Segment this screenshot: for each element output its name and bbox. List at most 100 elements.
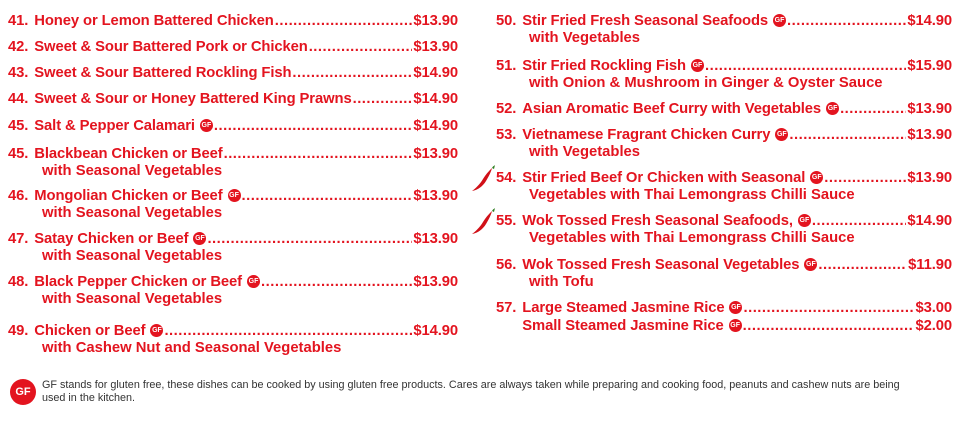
menu-item: 54. Stir Fried Beef Or Chicken with Seaso… xyxy=(472,165,952,204)
dot-leader xyxy=(292,64,412,82)
dot-leader xyxy=(242,187,413,205)
menu-item-description: with Vegetables xyxy=(529,30,641,46)
gf-badge-icon: GF xyxy=(797,214,811,227)
menu-item: 46. Mongolian Chicken or Beef GF $13.90 with… xyxy=(8,187,458,222)
menu-item-line: 55. Wok Tossed Fresh Seasonal Seafoods, GF… xyxy=(496,212,952,230)
menu-item-line: 53. Vietnamese Fragrant Chicken Curry GF $1… xyxy=(496,126,952,144)
menu-item-price: $13.90 xyxy=(413,231,458,247)
menu-item: 43. Sweet & Sour Battered Rockling Fish $1… xyxy=(8,64,458,82)
menu-item-price: $11.90 xyxy=(908,257,952,273)
menu-item-number: 44. xyxy=(8,91,29,107)
menu-item-number: 47. xyxy=(8,231,29,247)
menu-item-price: $13.90 xyxy=(907,127,952,143)
menu-item-line: 41. Honey or Lemon Battered Chicken $13.90 xyxy=(8,12,458,30)
dot-leader xyxy=(824,169,906,187)
gf-badge-icon: GF xyxy=(804,258,818,271)
menu-item-number: 45. xyxy=(8,118,29,134)
menu-item: 50. Stir Fried Fresh Seasonal Seafoods GF $… xyxy=(496,12,952,47)
dot-leader xyxy=(705,57,906,75)
menu-item-name: Sweet & Sour Battered Rockling Fish xyxy=(34,65,292,81)
dot-leader xyxy=(261,273,412,291)
menu-item-number: 42. xyxy=(8,39,29,55)
menu-item: 45. Salt & Pepper Calamari GF $14.90 xyxy=(8,117,458,135)
dot-leader xyxy=(275,12,413,30)
menu-item-number: 45. xyxy=(8,146,29,162)
menu-item-line: 43. Sweet & Sour Battered Rockling Fish $1… xyxy=(8,64,458,82)
chili-pepper-icon xyxy=(472,165,495,191)
menu-item-line: 45. Salt & Pepper Calamari GF $14.90 xyxy=(8,117,458,135)
menu-item: 52. Asian Aromatic Beef Curry with Vegeta… xyxy=(496,100,952,118)
menu-item-name: Wok Tossed Fresh Seasonal Vegetables xyxy=(522,257,800,273)
dot-leader xyxy=(818,256,907,274)
menu-item-price: $14.90 xyxy=(413,323,458,339)
menu-item-number: 53. xyxy=(496,127,517,143)
menu-item-price: $3.00 xyxy=(915,300,952,316)
menu-item-price: $13.90 xyxy=(907,101,952,117)
menu-item: 41. Honey or Lemon Battered Chicken $13.90 xyxy=(8,12,458,30)
menu-item-line: 46. Mongolian Chicken or Beef GF $13.90 xyxy=(8,187,458,205)
gf-badge-icon: GF xyxy=(810,171,824,184)
menu-item-name: Stir Fried Rockling Fish xyxy=(522,58,686,74)
menu-item-price: $13.90 xyxy=(413,39,458,55)
menu-item-line: 54. Stir Fried Beef Or Chicken with Seaso… xyxy=(496,169,952,187)
menu-item: 45. Blackbean Chicken or Beef $13.90 with S… xyxy=(8,145,458,180)
dot-leader xyxy=(214,117,412,135)
menu-item-line: 52. Asian Aromatic Beef Curry with Vegeta… xyxy=(496,100,952,118)
chili-pepper-icon xyxy=(472,208,495,234)
dot-leader xyxy=(353,90,413,108)
menu-item-number: 41. xyxy=(8,13,29,29)
dot-leader xyxy=(309,38,413,56)
gf-badge-icon: GF xyxy=(10,379,36,405)
menu-item-name: Stir Fried Fresh Seasonal Seafoods xyxy=(522,13,769,29)
menu-item: 49. Chicken or Beef GF $14.90 with Cashew Nu… xyxy=(8,322,458,357)
gf-badge-icon: GF xyxy=(729,301,743,314)
menu-item-price: $14.90 xyxy=(413,65,458,81)
menu-item-name: Blackbean Chicken or Beef xyxy=(34,146,223,162)
menu-item-price: $13.90 xyxy=(413,146,458,162)
menu-item-line: 42. Sweet & Sour Battered Pork or Chicken… xyxy=(8,38,458,56)
gf-badge-icon: GF xyxy=(150,324,164,337)
menu-item-price: $13.90 xyxy=(413,188,458,204)
dot-leader xyxy=(743,317,915,335)
menu-item-name: Large Steamed Jasmine Rice xyxy=(522,300,725,316)
menu-item-name: Sweet & Sour or Honey Battered King Praw… xyxy=(34,91,352,107)
menu-item: 44. Sweet & Sour or Honey Battered King P… xyxy=(8,90,458,108)
gf-badge-icon: GF xyxy=(690,59,704,72)
menu-item-number: 43. xyxy=(8,65,29,81)
menu-item-name: Sweet & Sour Battered Pork or Chicken xyxy=(34,39,308,55)
dot-leader xyxy=(743,299,914,317)
menu-item-description: with Onion & Mushroom in Ginger & Oyster… xyxy=(529,75,883,91)
menu-item-price: $14.90 xyxy=(907,213,952,229)
dot-leader xyxy=(840,100,906,118)
menu-item-name: Mongolian Chicken or Beef xyxy=(34,188,223,204)
menu-item-number: 50. xyxy=(496,13,517,29)
gf-badge-icon: GF xyxy=(826,102,840,115)
menu-item-line: 47. Satay Chicken or Beef GF $13.90 xyxy=(8,230,458,248)
gf-badge-icon: GF xyxy=(227,189,241,202)
menu-item-description: with Seasonal Vegetables xyxy=(42,291,223,307)
menu-item-number: 51. xyxy=(496,58,517,74)
menu-item-line: 51. Stir Fried Rockling Fish GF $15.90 xyxy=(496,57,952,75)
menu-item-number: 54. xyxy=(496,170,517,186)
gf-badge-icon: GF xyxy=(773,14,787,27)
dot-leader xyxy=(812,212,906,230)
menu-item-line: 48. Black Pepper Chicken or Beef GF $13.90 xyxy=(8,273,458,291)
dot-leader xyxy=(789,126,906,144)
gf-badge-icon: GF xyxy=(728,319,742,332)
menu-item-number: 49. xyxy=(8,323,29,339)
gf-badge-icon: GF xyxy=(247,275,261,288)
menu-item-name: Small Steamed Jasmine Rice xyxy=(522,318,724,334)
menu-item-price: $15.90 xyxy=(907,58,952,74)
menu-item-name: Wok Tossed Fresh Seasonal Seafoods, xyxy=(522,213,793,229)
menu-item-price: $13.90 xyxy=(907,170,952,186)
menu-item: 55. Wok Tossed Fresh Seasonal Seafoods, GF… xyxy=(472,208,952,247)
menu-item-description: with Vegetables xyxy=(529,144,641,160)
dot-leader xyxy=(207,230,412,248)
menu-item-price: $14.90 xyxy=(413,91,458,107)
menu-item-name: Asian Aromatic Beef Curry with Vegetable… xyxy=(522,101,822,117)
dot-leader xyxy=(787,12,906,30)
menu-item-description: with Seasonal Vegetables xyxy=(42,205,223,221)
